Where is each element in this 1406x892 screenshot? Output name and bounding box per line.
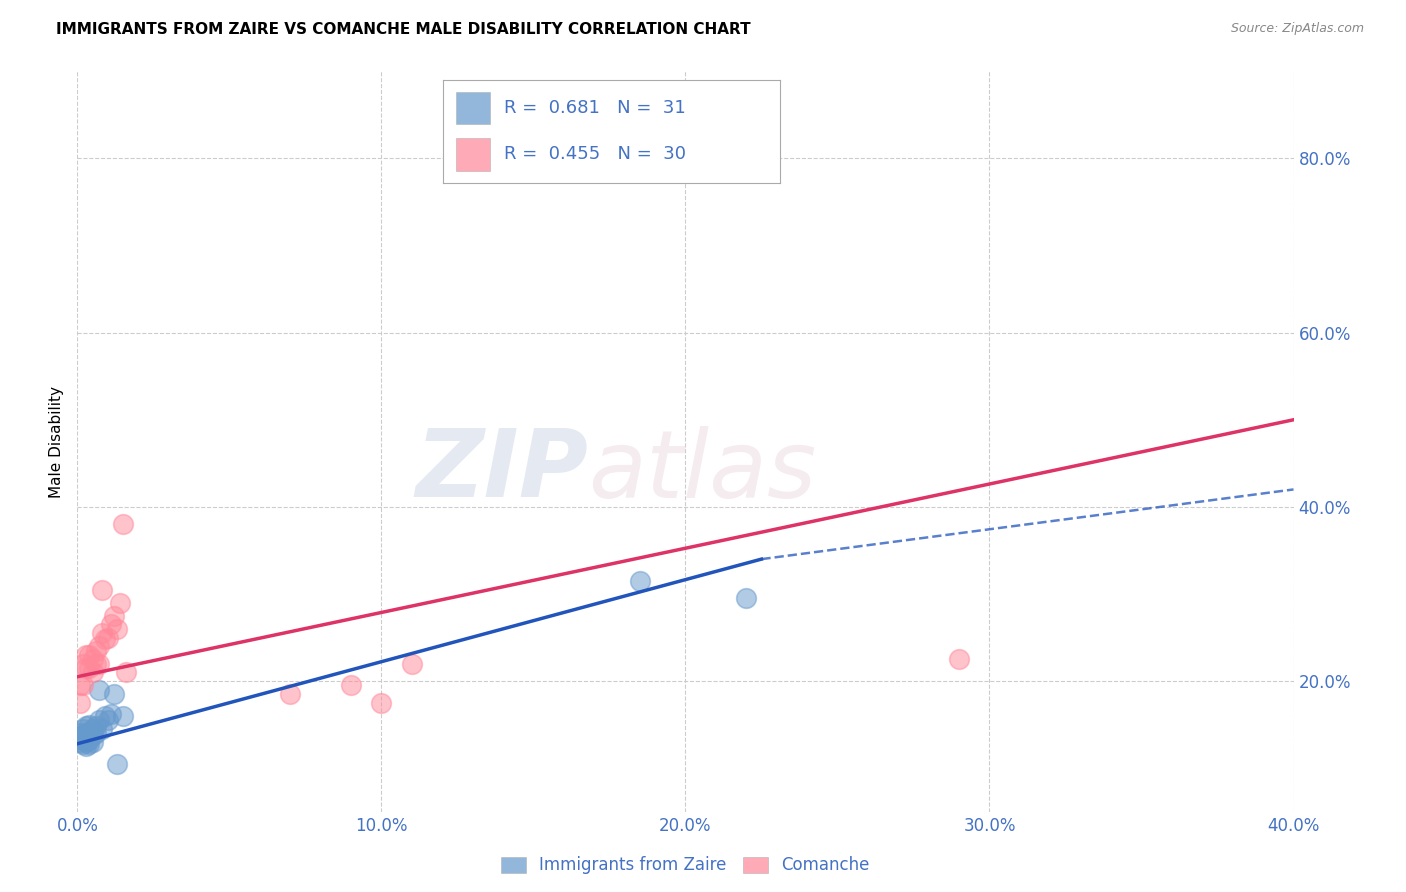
Point [79, 737, 101, 751]
Point [82, 722, 104, 736]
Text: R =  0.455   N =  30: R = 0.455 N = 30 [503, 145, 686, 163]
Point [87, 657, 110, 671]
Point [82, 728, 104, 742]
Text: atlas: atlas [588, 425, 817, 516]
Text: IMMIGRANTS FROM ZAIRE VS COMANCHE MALE DISABILITY CORRELATION CHART: IMMIGRANTS FROM ZAIRE VS COMANCHE MALE D… [56, 22, 751, 37]
Point [90, 722, 112, 736]
Point [69, 678, 91, 692]
Point [93, 709, 115, 723]
Point [115, 665, 138, 680]
Point [93, 632, 115, 647]
Point [87, 713, 110, 727]
Point [111, 517, 134, 532]
Point [100, 617, 122, 632]
Point [87, 682, 110, 697]
Text: Source: ZipAtlas.com: Source: ZipAtlas.com [1230, 22, 1364, 36]
FancyBboxPatch shape [457, 137, 491, 170]
Point [69, 735, 91, 749]
Point [75, 726, 97, 740]
Point [84, 719, 107, 733]
Point [72, 657, 94, 671]
Point [108, 596, 131, 610]
Point [103, 687, 125, 701]
Point [90, 626, 112, 640]
Point [278, 687, 301, 701]
Point [69, 726, 91, 740]
Point [72, 678, 94, 692]
FancyBboxPatch shape [457, 92, 491, 124]
Point [948, 652, 970, 666]
Text: ZIP: ZIP [415, 425, 588, 517]
Point [84, 643, 107, 657]
Text: R =  0.681   N =  31: R = 0.681 N = 31 [503, 99, 685, 117]
Point [82, 735, 104, 749]
Point [105, 756, 128, 771]
Point [75, 648, 97, 662]
Point [75, 661, 97, 675]
Point [75, 739, 97, 754]
Point [340, 678, 363, 692]
Point [111, 709, 134, 723]
Point [79, 724, 101, 739]
Legend: Immigrants from Zaire, Comanche: Immigrants from Zaire, Comanche [495, 850, 876, 881]
Point [370, 696, 392, 710]
Point [79, 661, 101, 675]
Point [82, 652, 104, 666]
Point [628, 574, 651, 588]
Point [84, 657, 107, 671]
Point [100, 707, 122, 722]
Point [69, 696, 91, 710]
Point [79, 717, 101, 731]
Point [401, 657, 423, 671]
Point [82, 665, 104, 680]
Point [103, 608, 125, 623]
Point [75, 719, 97, 733]
Point [90, 582, 112, 597]
Point [75, 735, 97, 749]
Point [69, 731, 91, 745]
Point [87, 639, 110, 653]
Point [72, 722, 94, 736]
Point [84, 726, 107, 740]
Point [79, 733, 101, 747]
Point [79, 648, 101, 662]
Point [105, 622, 128, 636]
Point [72, 728, 94, 742]
Point [735, 591, 758, 606]
Point [72, 733, 94, 747]
Point [97, 713, 120, 727]
Y-axis label: Male Disability: Male Disability [49, 385, 65, 498]
Point [72, 737, 94, 751]
Point [97, 631, 120, 645]
